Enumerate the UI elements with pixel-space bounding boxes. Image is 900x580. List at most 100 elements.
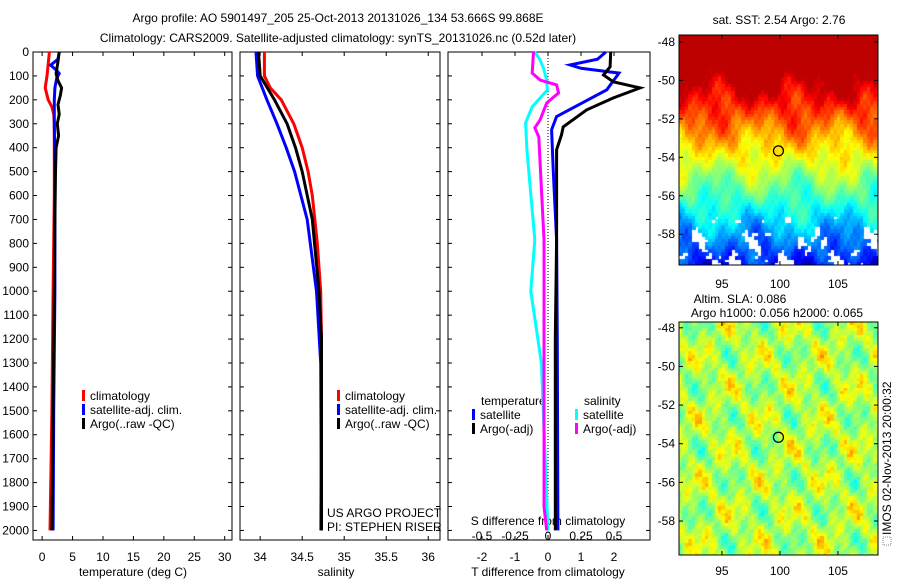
s-difference-tick-label: 0.5 [606,529,623,543]
depth-tick-label: 1800 [2,476,29,490]
depth-tick-label: 600 [9,189,29,203]
salinity-xtick-label: 35.5 [375,550,399,564]
salinity-xtick-label: 35 [338,550,352,564]
sst-map-title: sat. SST: 2.54 Argo: 2.76 [713,13,846,27]
depth-tick-label: 1500 [2,404,29,418]
sst_map-lat-label: -48 [658,35,676,49]
legend-label: Argo(..raw -QC) [345,417,430,431]
depth-tick-label: 1100 [3,308,29,322]
temperature-xtick-label: 15 [127,550,141,564]
sla_map-lat-label: -50 [658,359,676,373]
salinity-xlabel: salinity [318,565,355,579]
sla_map-lon-label: 100 [770,564,790,578]
legend-label: climatology [345,389,405,403]
sla_map-lat-label: -56 [658,475,676,489]
salinity-series-climatology [262,52,323,531]
depth-tick-label: 400 [9,141,29,155]
sst_map-lat-label: -58 [658,227,676,241]
salinity-series-argo-raw-qc- [257,51,323,531]
depth-tick-label: 100 [9,69,29,83]
temperature-xtick-label: 20 [157,550,171,564]
legend-label: Argo(-adj) [583,422,636,436]
sst_map-lat-label: -54 [658,150,676,164]
temperature-xtick-label: 30 [218,550,232,564]
temperature-xtick-label: 0 [39,550,46,564]
sla_map-lon-label: 105 [828,564,848,578]
sla_map-lat-label: -54 [658,437,676,451]
legend-swatch [337,404,340,415]
title-line2: Climatology: CARS2009. Satellite-adjuste… [100,31,576,45]
legend-salinity-title: salinity [584,394,621,408]
depth-tick-label: 1200 [2,332,29,346]
legend-swatch [472,423,475,434]
legend-label: satellite-adj. clim. [345,403,437,417]
depth-tick-label: 500 [9,165,29,179]
legend-swatch [575,423,578,434]
legend-label: Argo(-adj) [480,422,533,436]
temperature-xtick-label: 10 [96,550,110,564]
difference-axes-frame [447,51,651,541]
depth-tick-label: 1700 [2,452,29,466]
depth-tick-label: 800 [9,236,29,250]
temperature-xlabel: temperature (deg C) [79,565,187,579]
legend-label: satellite [583,408,624,422]
depth-tick-label: 1300 [2,356,29,370]
sla_map-lon-label: 95 [715,564,729,578]
s-difference-tick-label: -0.5 [472,529,493,543]
s-difference-tick-label: -0.25 [501,529,529,543]
depth-tick-label: 200 [9,93,29,107]
difference-series-t-argo-adj- [553,51,646,531]
difference-xtick-label: 1 [578,550,585,564]
temperature-xtick-label: 5 [69,550,76,564]
salinity-xtick-label: 36 [422,550,436,564]
legend-swatch [82,404,85,415]
credits-line2: PI: STEPHEN RISER [327,520,442,534]
temperature-xtick-label: 25 [188,550,202,564]
t-difference-xlabel: T difference from climatology [471,565,625,579]
difference-series-t-satellite [550,50,622,531]
sst_map-lat-label: -50 [658,73,676,87]
legend-label: satellite [480,408,521,422]
depth-tick-label: 300 [9,117,29,131]
sst_map-float-marker [772,145,785,157]
sla-map-subtitle: Argo h1000: 0.056 h2000: 0.065 [691,306,863,320]
sla_map-lat-label: -52 [658,398,676,412]
legend-swatch [575,409,578,420]
depth-tick-label: 1000 [2,284,29,298]
imos-logo-icon [882,536,892,546]
sla-map-image [679,322,878,555]
salinity-series-satellite-adj-clim- [254,51,323,531]
depth-tick-label: 0 [22,45,29,59]
difference-series-s-argo-adj- [530,51,561,531]
sla-map-title: Altim. SLA: 0.086 [694,292,787,306]
depth-tick-label: 1600 [2,428,29,442]
salinity-xtick-label: 34 [253,550,267,564]
depth-tick-label: 2000 [2,523,29,537]
difference-xtick-label: -1 [510,550,521,564]
sst_map-lat-label: -56 [658,189,676,203]
legend-label: climatology [90,389,150,403]
legend-label: satellite-adj. clim. [90,403,182,417]
credits-line1: US ARGO PROJECT [327,506,442,520]
difference-series-s-satellite [524,51,550,531]
sst_map-lon-label: 95 [715,277,729,291]
salinity-axes-frame [239,51,441,541]
temperature-series-argo-raw-qc- [50,51,64,531]
difference-xtick-label: 0 [545,550,552,564]
sla_map-lat-label: -58 [658,514,676,528]
legend-temperature-title: temperature [481,394,546,408]
sst_map-lon-label: 100 [770,277,790,291]
salinity-xtick-label: 34.5 [291,550,315,564]
sst_map-lat-label: -52 [658,112,676,126]
sla_map-float-marker [772,431,785,443]
timestamp-group: IMOS 02-Nov-2013 20:00:32 [880,381,894,546]
sla_map-frame [678,321,879,556]
depth-tick-label: 1900 [2,500,29,514]
depth-tick-label: 1400 [2,380,29,394]
sst-map-image [679,35,878,265]
timestamp: IMOS 02-Nov-2013 20:00:32 [880,381,894,535]
legend-swatch [82,418,85,429]
legend-swatch [472,409,475,420]
